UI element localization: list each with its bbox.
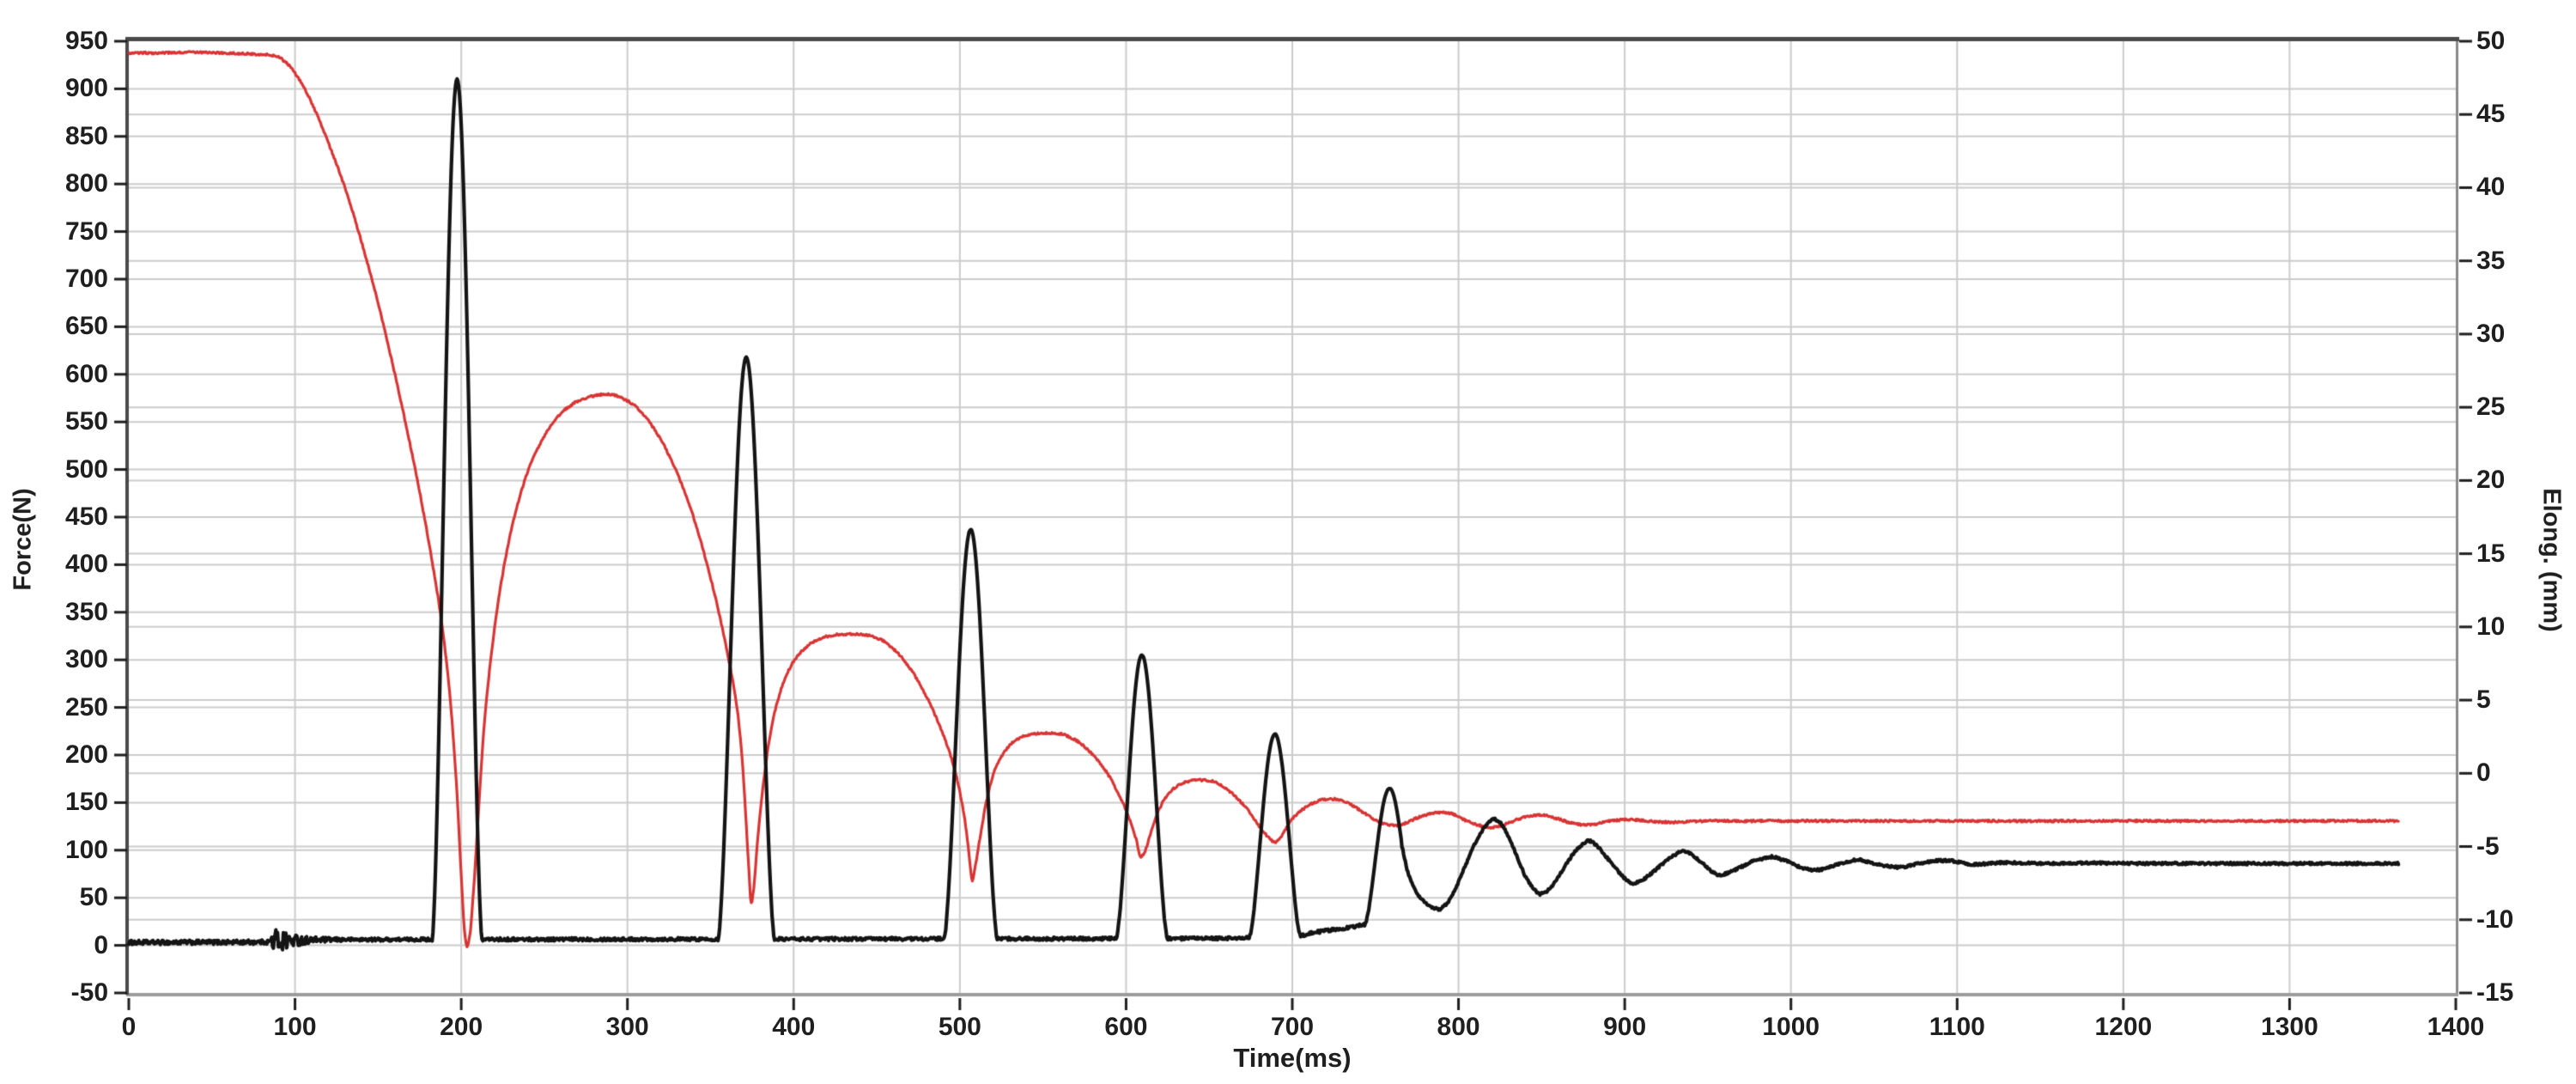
x-tick-label: 1300 [2261,1013,2318,1041]
y-right-tick-label: 40 [2476,173,2506,202]
y-left-tick-label: 150 [64,788,108,817]
y-right-tick-label: -5 [2476,831,2500,861]
y-right-tick-label: 10 [2476,612,2506,641]
y-right-tick-label: 5 [2476,685,2491,715]
y-right-tick-label: 15 [2476,539,2506,568]
y-left-tick-label: 400 [64,550,108,579]
y-right-tick-label: 20 [2476,466,2506,495]
y-left-tick-label: 50 [79,883,108,912]
y-right-axis-title: Elong. (mm) [2537,488,2566,632]
y-right-tick-label: -10 [2476,904,2514,934]
x-tick-label: 1000 [1762,1013,1820,1041]
x-tick-label: 900 [1603,1013,1647,1041]
x-tick-label: 500 [938,1013,981,1041]
y-left-tick-label: 800 [64,169,108,198]
y-right-tick-label: 35 [2476,246,2506,275]
x-tick-label: 800 [1437,1013,1480,1041]
x-axis-title: Time(ms) [1233,1043,1352,1073]
y-left-tick-label: 350 [64,597,108,626]
y-right-tick-label: -15 [2476,978,2514,1007]
y-left-tick-label: 450 [64,502,108,531]
y-right-tick-label: 0 [2476,758,2491,788]
x-tick-label: 600 [1104,1013,1148,1041]
x-tick-label: 200 [440,1013,483,1041]
y-right-tick-label: 30 [2476,319,2506,348]
y-left-tick-label: 700 [64,265,108,293]
x-tick-label: 300 [605,1013,649,1041]
x-tick-label: 1400 [2427,1013,2485,1041]
y-left-tick-label: 250 [64,692,108,722]
y-left-tick-label: 100 [64,835,108,864]
y-left-tick-label: 650 [64,312,108,341]
y-left-tick-label: 900 [64,74,108,103]
y-left-tick-label: -50 [70,978,108,1007]
x-tick-label: 700 [1270,1013,1315,1041]
y-right-tick-label: 45 [2476,100,2506,129]
y-right-tick-label: 50 [2476,27,2506,55]
y-left-tick-label: 500 [64,454,108,484]
x-tick-label: 1100 [1929,1013,1985,1041]
y-left-tick-label: 550 [64,407,108,436]
y-right-tick-label: 25 [2476,393,2506,422]
x-tick-label: 1200 [2094,1013,2153,1041]
y-left-tick-label: 300 [64,645,108,674]
y-left-tick-label: 850 [64,121,108,150]
y-left-tick-label: 600 [64,359,108,388]
y-left-axis-title: Force(N) [9,488,37,591]
y-left-tick-label: 200 [64,740,108,769]
x-tick-label: 100 [273,1013,317,1041]
y-left-tick-label: 950 [64,27,108,55]
x-tick-label: 0 [121,1013,137,1041]
x-tick-label: 400 [772,1013,816,1041]
y-left-tick-label: 750 [64,216,108,246]
y-left-tick-label: 0 [94,930,108,959]
